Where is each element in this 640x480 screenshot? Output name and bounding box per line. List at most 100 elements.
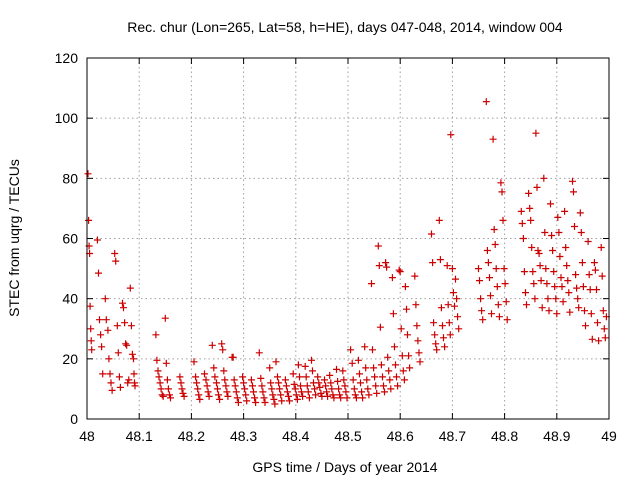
data-point (540, 174, 548, 182)
data-point (192, 373, 200, 381)
data-point (399, 367, 407, 375)
data-point (123, 341, 131, 349)
data-point (527, 216, 535, 224)
data-point (538, 304, 546, 312)
data-point (482, 98, 490, 106)
data-point (517, 207, 525, 215)
data-point (571, 223, 578, 230)
data-point (523, 301, 530, 309)
data-point (501, 280, 509, 288)
data-point (122, 340, 130, 348)
data-point (401, 283, 409, 291)
data-point (87, 325, 95, 333)
data-point (120, 304, 127, 312)
data-point (382, 259, 390, 267)
data-point (356, 370, 363, 378)
data-point (384, 353, 392, 361)
data-point (350, 385, 358, 393)
data-point (543, 280, 551, 288)
data-point (493, 283, 501, 291)
data-point (433, 346, 441, 354)
data-point (108, 386, 116, 394)
data-point (341, 382, 349, 390)
data-point (96, 316, 103, 324)
data-point (569, 177, 576, 185)
data-point (548, 232, 556, 239)
data-point (386, 376, 394, 384)
data-point (486, 274, 493, 282)
data-point (398, 352, 406, 360)
data-point (115, 373, 123, 381)
data-point (194, 385, 202, 393)
data-point (577, 229, 585, 236)
x-tick-label: 48.6 (387, 428, 414, 444)
data-point (162, 359, 170, 367)
data-point (205, 392, 213, 400)
data-point (447, 131, 455, 139)
data-point (268, 385, 276, 393)
x-tick-label: 48.9 (543, 428, 570, 444)
data-point (233, 394, 241, 402)
data-point (379, 373, 386, 381)
data-point (561, 207, 569, 215)
data-point (395, 266, 403, 274)
data-point (271, 400, 279, 408)
data-point (519, 235, 527, 242)
data-point (579, 283, 587, 291)
data-point (383, 263, 391, 271)
grid (87, 58, 609, 419)
data-point (416, 358, 424, 366)
data-point (84, 170, 92, 178)
data-point (214, 385, 221, 393)
data-point (573, 284, 581, 292)
data-point (406, 364, 414, 372)
x-axis: 48 48.1 48.2 48.3 48.4 48.5 48.6 48.7 48.8 48.9 49 (79, 58, 617, 444)
y-tick-label: 100 (55, 110, 79, 126)
data-point (396, 268, 404, 276)
data-point (429, 259, 437, 267)
data-point (364, 385, 372, 393)
data-point (554, 213, 562, 221)
data-point (453, 295, 461, 303)
data-point (354, 356, 362, 364)
data-point (388, 274, 396, 282)
data-point (368, 280, 375, 288)
data-point (522, 289, 529, 297)
data-point (299, 392, 307, 400)
data-point (545, 307, 553, 315)
data-point (127, 322, 135, 330)
data-point (116, 383, 124, 391)
x-tick-label: 48 (79, 428, 95, 444)
data-point (286, 397, 293, 405)
data-point (432, 340, 440, 348)
data-point (430, 319, 438, 327)
data-point (166, 391, 173, 399)
x-tick-label: 48.7 (439, 428, 466, 444)
data-point (375, 262, 383, 270)
data-point (499, 216, 507, 224)
data-point (230, 376, 238, 384)
data-point (373, 389, 381, 397)
data-point (314, 373, 322, 381)
data-point (484, 259, 492, 267)
data-point (99, 370, 107, 378)
data-point (563, 262, 571, 270)
data-point (532, 129, 540, 137)
data-point (159, 392, 167, 400)
data-point (95, 269, 102, 277)
data-point (531, 295, 539, 303)
data-point (377, 361, 385, 369)
data-point (357, 379, 364, 387)
data-point (222, 382, 230, 390)
data-point (296, 373, 303, 381)
data-point (562, 244, 570, 251)
data-point (440, 334, 447, 342)
data-point (600, 325, 608, 333)
data-point (242, 391, 250, 399)
data-point (223, 388, 231, 396)
data-point (239, 373, 247, 381)
data-point (436, 256, 444, 264)
data-point (130, 370, 138, 378)
data-point (311, 385, 319, 393)
data-point (330, 394, 338, 402)
